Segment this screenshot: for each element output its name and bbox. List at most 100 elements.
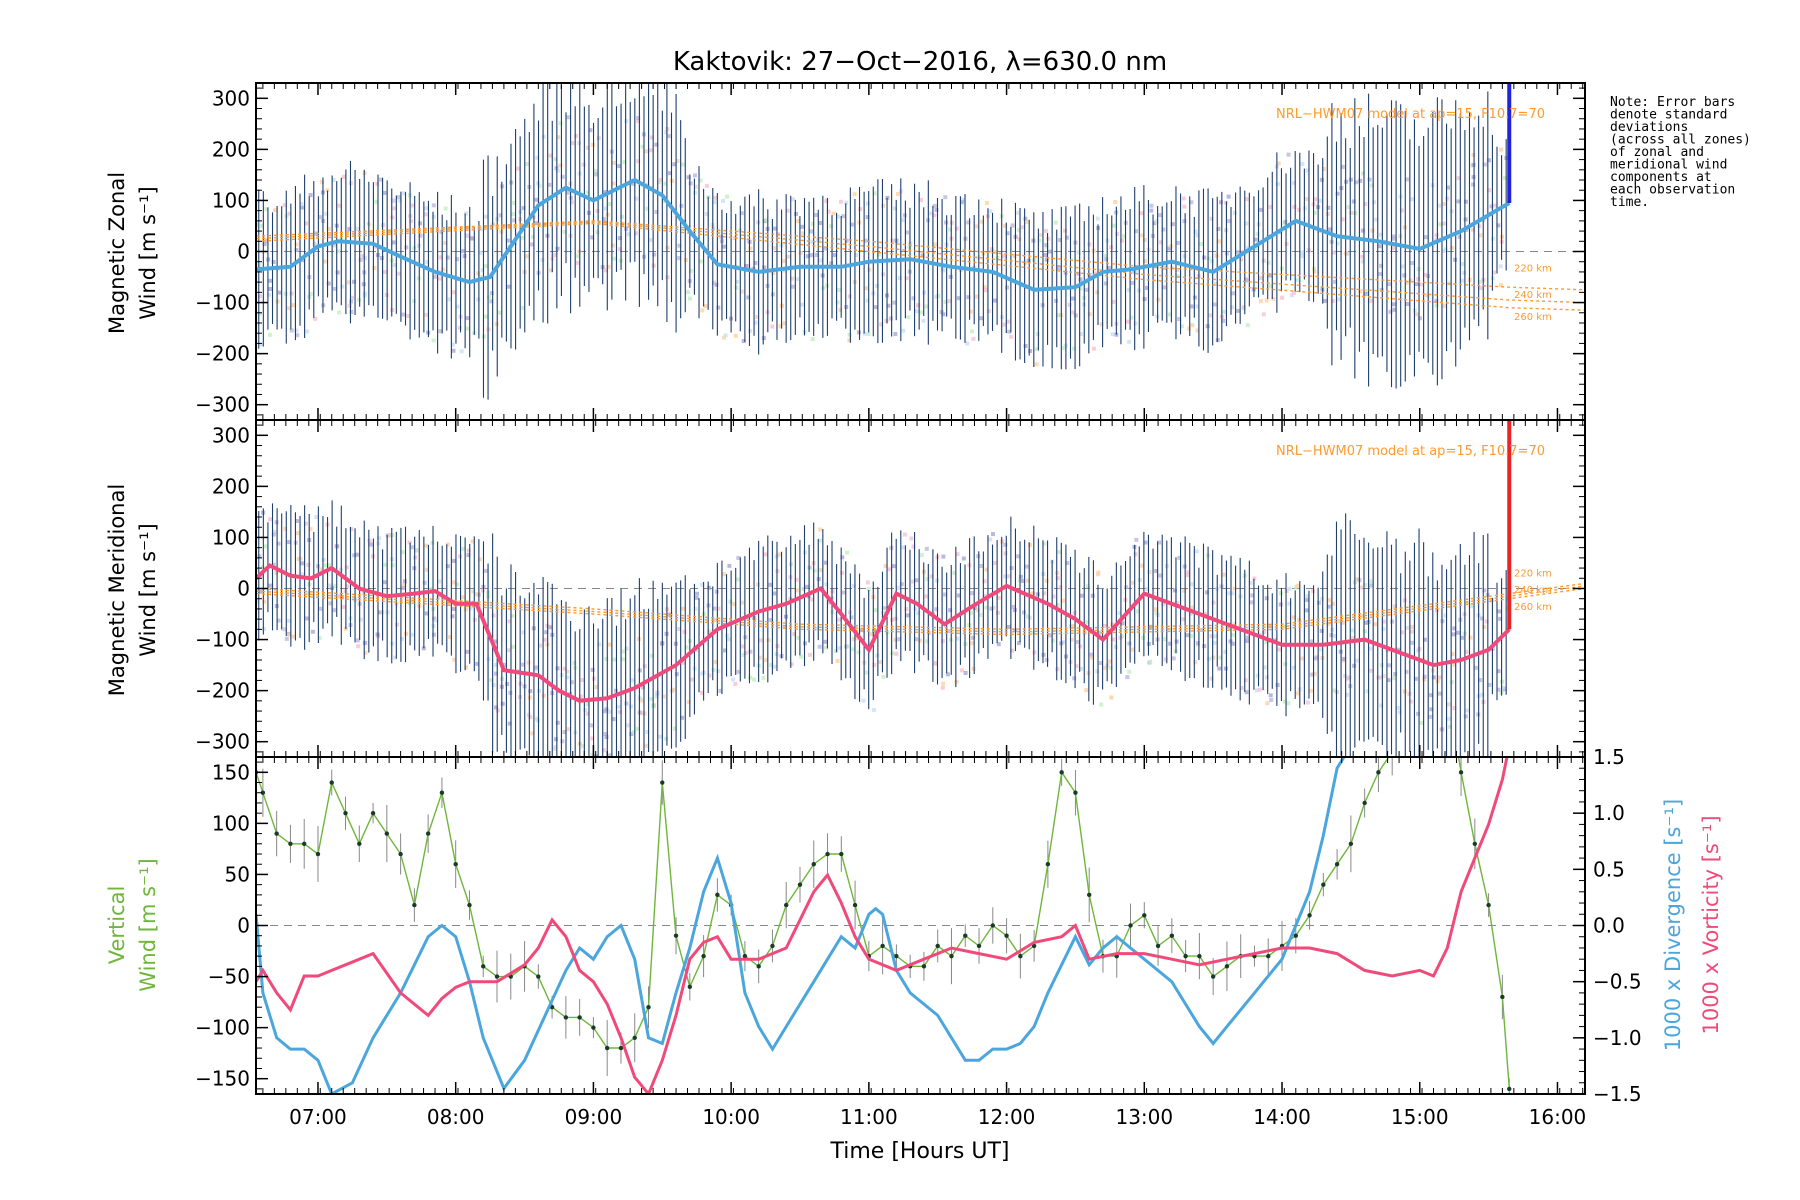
zonal-scatter-point xyxy=(928,211,933,216)
zonal-scatter-point xyxy=(1192,295,1197,300)
meridional-scatter-point xyxy=(528,689,533,694)
zonal-scatter-point xyxy=(1460,278,1465,283)
meridional-scatter-point xyxy=(1209,676,1214,681)
zonal-scatter-point xyxy=(666,134,671,139)
zonal-scatter-point xyxy=(347,303,352,308)
meridional-scatter-point xyxy=(954,679,959,684)
zonal-scatter-point xyxy=(1304,197,1309,202)
meridional-scatter-point xyxy=(707,585,712,590)
zonal-scatter-point xyxy=(396,195,401,200)
meridional-scatter-point xyxy=(1090,593,1095,598)
zonal-scatter-point xyxy=(1072,346,1077,351)
zonal-scatter-point xyxy=(1400,264,1405,269)
meridional-scatter-point xyxy=(716,606,721,611)
zonal-y-tick-label: −300 xyxy=(195,393,250,417)
zonal-scatter-point xyxy=(555,168,560,173)
zonal-scatter-point xyxy=(844,238,849,243)
meridional-scatter-point xyxy=(837,646,842,651)
zonal-scatter-point xyxy=(751,266,756,271)
zonal-scatter-point xyxy=(722,244,727,249)
meridional-scatter-point xyxy=(1227,627,1232,632)
zonal-scatter-point xyxy=(771,271,776,276)
meridional-scatter-point xyxy=(352,553,357,558)
meridional-scatter-point xyxy=(1364,620,1369,625)
vertical-wind-point xyxy=(949,953,954,959)
zonal-scatter-point xyxy=(1175,268,1180,273)
meridional-scatter-point xyxy=(1381,627,1386,632)
vertical-wind-point xyxy=(1142,913,1147,918)
meridional-scatter-point xyxy=(267,517,272,522)
zonal-scatter-point xyxy=(890,238,895,243)
zonal-scatter-point xyxy=(841,214,846,219)
meridional-scatter-point xyxy=(621,657,626,662)
meridional-scatter-point xyxy=(1393,672,1398,677)
zonal-scatter-point xyxy=(1369,183,1374,188)
vertical-wind-point xyxy=(1348,841,1354,847)
meridional-scatter-point xyxy=(1189,582,1194,587)
zonal-scatter-point xyxy=(947,299,952,304)
meridional-scatter-point xyxy=(1360,613,1365,618)
zonal-scatter-point xyxy=(588,128,593,133)
zonal-scatter-point xyxy=(534,197,539,202)
meridional-scatter-point xyxy=(1362,629,1367,634)
meridional-scatter-point xyxy=(1051,594,1056,599)
vertical-wind-point xyxy=(1362,800,1367,806)
meridional-scatter-point xyxy=(1284,589,1289,594)
meridional-scatter-point xyxy=(474,592,479,597)
vertical-wind-point xyxy=(1472,841,1478,847)
meridional-scatter-point xyxy=(1309,688,1314,693)
meridional-scatter-point xyxy=(841,590,846,595)
zonal-scatter-point xyxy=(649,135,654,140)
zonal-scatter-point xyxy=(971,336,976,341)
zonal-scatter-point xyxy=(656,180,661,185)
zonal-scatter-point xyxy=(1226,219,1231,224)
zonal-scatter-point xyxy=(1253,246,1258,251)
zonal-scatter-point xyxy=(1073,313,1078,318)
zonal-scatter-point xyxy=(534,221,539,226)
meridional-scatter-point xyxy=(1305,597,1310,602)
zonal-scatter-point xyxy=(1358,178,1363,183)
zonal-scatter-point xyxy=(979,219,984,224)
zonal-scatter-point xyxy=(1280,295,1285,300)
meridional-scatter-point xyxy=(1044,578,1049,583)
meridional-scatter-point xyxy=(276,541,281,546)
meridional-scatter-point xyxy=(887,567,892,572)
meridional-scatter-point xyxy=(789,662,794,667)
meridional-scatter-point xyxy=(1390,619,1395,624)
zonal-scatter-point xyxy=(1502,176,1507,181)
vertical-error-bars xyxy=(256,757,1510,1094)
meridional-scatter-point xyxy=(1286,701,1291,706)
zonal-scatter-point xyxy=(1142,297,1147,302)
meridional-scatter-point xyxy=(607,709,612,714)
meridional-scatter-point xyxy=(1015,554,1020,559)
zonal-scatter-point xyxy=(1245,323,1250,328)
zonal-scatter-point xyxy=(832,253,837,258)
zonal-scatter-point xyxy=(1414,282,1419,287)
zonal-scatter-point xyxy=(362,291,367,296)
meridional-scatter-point xyxy=(866,586,871,591)
zonal-scatter-point xyxy=(667,171,672,176)
vertical-wind-point xyxy=(825,851,830,857)
meridional-y-tick-label: −300 xyxy=(195,730,250,754)
zonal-scatter-point xyxy=(322,259,327,264)
zonal-scatter-point xyxy=(611,181,616,186)
zonal-scatter-point xyxy=(1326,205,1331,210)
vertical-wind-point xyxy=(963,933,968,938)
meridional-scatter-point xyxy=(1127,641,1132,646)
zonal-scatter-point xyxy=(259,223,264,228)
zonal-scatter-point xyxy=(1218,200,1223,205)
zonal-scatter-point xyxy=(337,310,342,315)
zonal-scatter-point xyxy=(1168,312,1173,317)
zonal-scatter-point xyxy=(378,177,383,182)
vertical-wind-point xyxy=(1059,770,1064,775)
meridional-scatter-point xyxy=(896,585,901,590)
zonal-scatter-point xyxy=(693,173,698,178)
zonal-scatter-point xyxy=(1104,257,1109,262)
meridional-scatter-point xyxy=(621,649,626,654)
meridional-scatter-point xyxy=(854,636,859,641)
zonal-scatter-point xyxy=(1330,299,1335,304)
vertical-wind-point xyxy=(425,831,431,836)
zonal-scatter-point xyxy=(1244,278,1249,283)
vertical-wind-point xyxy=(591,1025,596,1030)
meridional-scatter-point xyxy=(1331,601,1336,606)
